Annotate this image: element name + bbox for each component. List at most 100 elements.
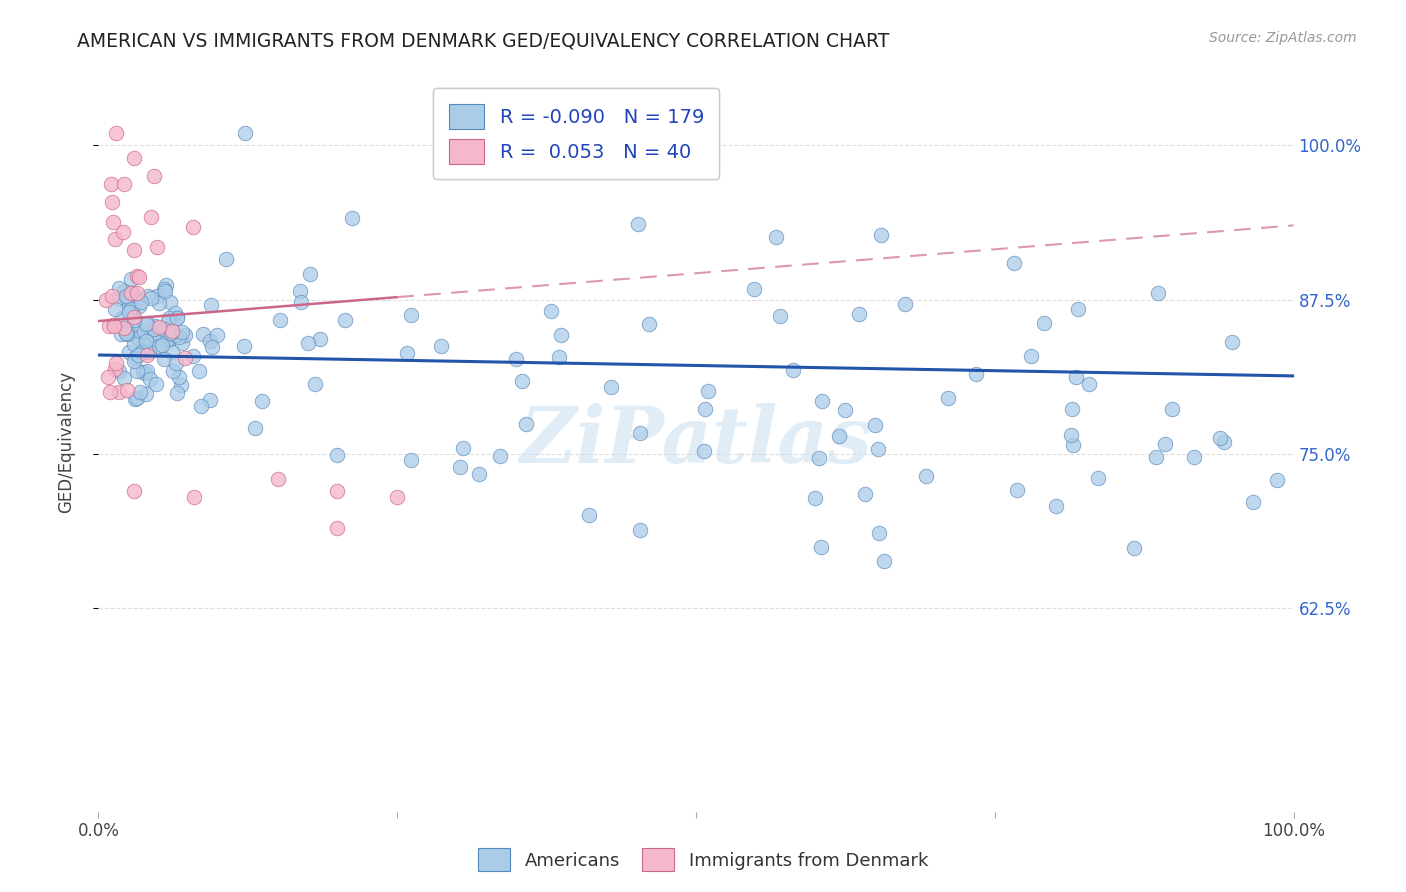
Point <box>160 326 183 341</box>
Point <box>693 401 716 416</box>
Point <box>118 296 141 310</box>
Point <box>449 459 471 474</box>
Point <box>159 311 181 326</box>
Point <box>143 169 166 183</box>
Point <box>134 367 156 381</box>
Point <box>148 296 170 310</box>
Point <box>117 345 139 359</box>
Point <box>127 323 149 337</box>
Point <box>128 385 150 400</box>
Point <box>1267 473 1289 487</box>
Point <box>1154 437 1177 451</box>
Point <box>170 325 193 339</box>
Point <box>828 429 851 443</box>
Point <box>115 323 138 337</box>
Point <box>550 328 572 343</box>
Point <box>1213 435 1236 450</box>
Point <box>136 348 159 362</box>
Point <box>696 384 718 398</box>
Point <box>129 293 152 307</box>
Point <box>142 322 165 336</box>
Point <box>304 377 326 392</box>
Point <box>101 215 124 229</box>
Point <box>135 332 157 346</box>
Point <box>548 350 571 364</box>
Legend: Americans, Immigrants from Denmark: Americans, Immigrants from Denmark <box>471 841 935 879</box>
Text: AMERICAN VS IMMIGRANTS FROM DENMARK GED/EQUIVALENCY CORRELATION CHART: AMERICAN VS IMMIGRANTS FROM DENMARK GED/… <box>77 31 890 50</box>
Point <box>114 326 136 340</box>
Point <box>853 486 876 500</box>
Point <box>488 449 510 463</box>
Point <box>120 301 142 316</box>
Point <box>1161 402 1184 417</box>
Point <box>122 244 145 258</box>
Point <box>866 442 889 456</box>
Point <box>136 363 159 377</box>
Point <box>190 399 212 413</box>
Point <box>112 371 135 385</box>
Point <box>150 337 173 351</box>
Point <box>1019 349 1042 363</box>
Point <box>157 314 180 328</box>
Point <box>869 228 891 243</box>
Point <box>200 340 222 354</box>
Point <box>395 346 418 360</box>
Point <box>128 299 150 313</box>
Point <box>120 286 142 301</box>
Point <box>157 334 180 348</box>
Point <box>135 386 157 401</box>
Point <box>103 301 125 316</box>
Point <box>118 305 141 319</box>
Point <box>115 291 138 305</box>
Point <box>1066 301 1088 316</box>
Point <box>146 289 169 303</box>
Point <box>965 367 987 381</box>
Point <box>159 295 181 310</box>
Point <box>131 345 153 359</box>
Point <box>215 252 238 266</box>
Point <box>297 336 319 351</box>
Point <box>112 178 135 192</box>
Point <box>232 339 254 353</box>
Point <box>153 282 176 296</box>
Point <box>600 380 623 394</box>
Point <box>578 508 600 522</box>
Point <box>156 332 179 346</box>
Point <box>1123 541 1146 555</box>
Point <box>205 328 228 343</box>
Point <box>1078 377 1101 392</box>
Point <box>125 364 148 378</box>
Point <box>200 298 222 312</box>
Point <box>638 318 661 332</box>
Point <box>628 523 651 537</box>
Text: ZiPatlas: ZiPatlas <box>520 403 872 480</box>
Point <box>326 483 349 498</box>
Point <box>153 351 176 366</box>
Y-axis label: GED/Equivalency: GED/Equivalency <box>56 370 75 513</box>
Point <box>181 219 204 234</box>
Point <box>468 467 491 481</box>
Point <box>148 339 170 353</box>
Point <box>172 335 194 350</box>
Point <box>118 327 141 342</box>
Point <box>122 310 145 324</box>
Point <box>124 351 146 366</box>
Point <box>131 346 153 360</box>
Point <box>627 217 650 231</box>
Point <box>127 331 149 345</box>
Point <box>115 326 138 341</box>
Point <box>1146 286 1168 301</box>
Point <box>131 344 153 359</box>
Point <box>401 453 423 467</box>
Point <box>163 306 186 320</box>
Point <box>1032 316 1054 330</box>
Point <box>149 329 172 343</box>
Point <box>166 310 188 325</box>
Point <box>127 348 149 362</box>
Point <box>143 319 166 334</box>
Point <box>628 426 651 441</box>
Point <box>340 211 363 226</box>
Point <box>115 383 138 397</box>
Point <box>145 377 167 392</box>
Point <box>94 293 117 307</box>
